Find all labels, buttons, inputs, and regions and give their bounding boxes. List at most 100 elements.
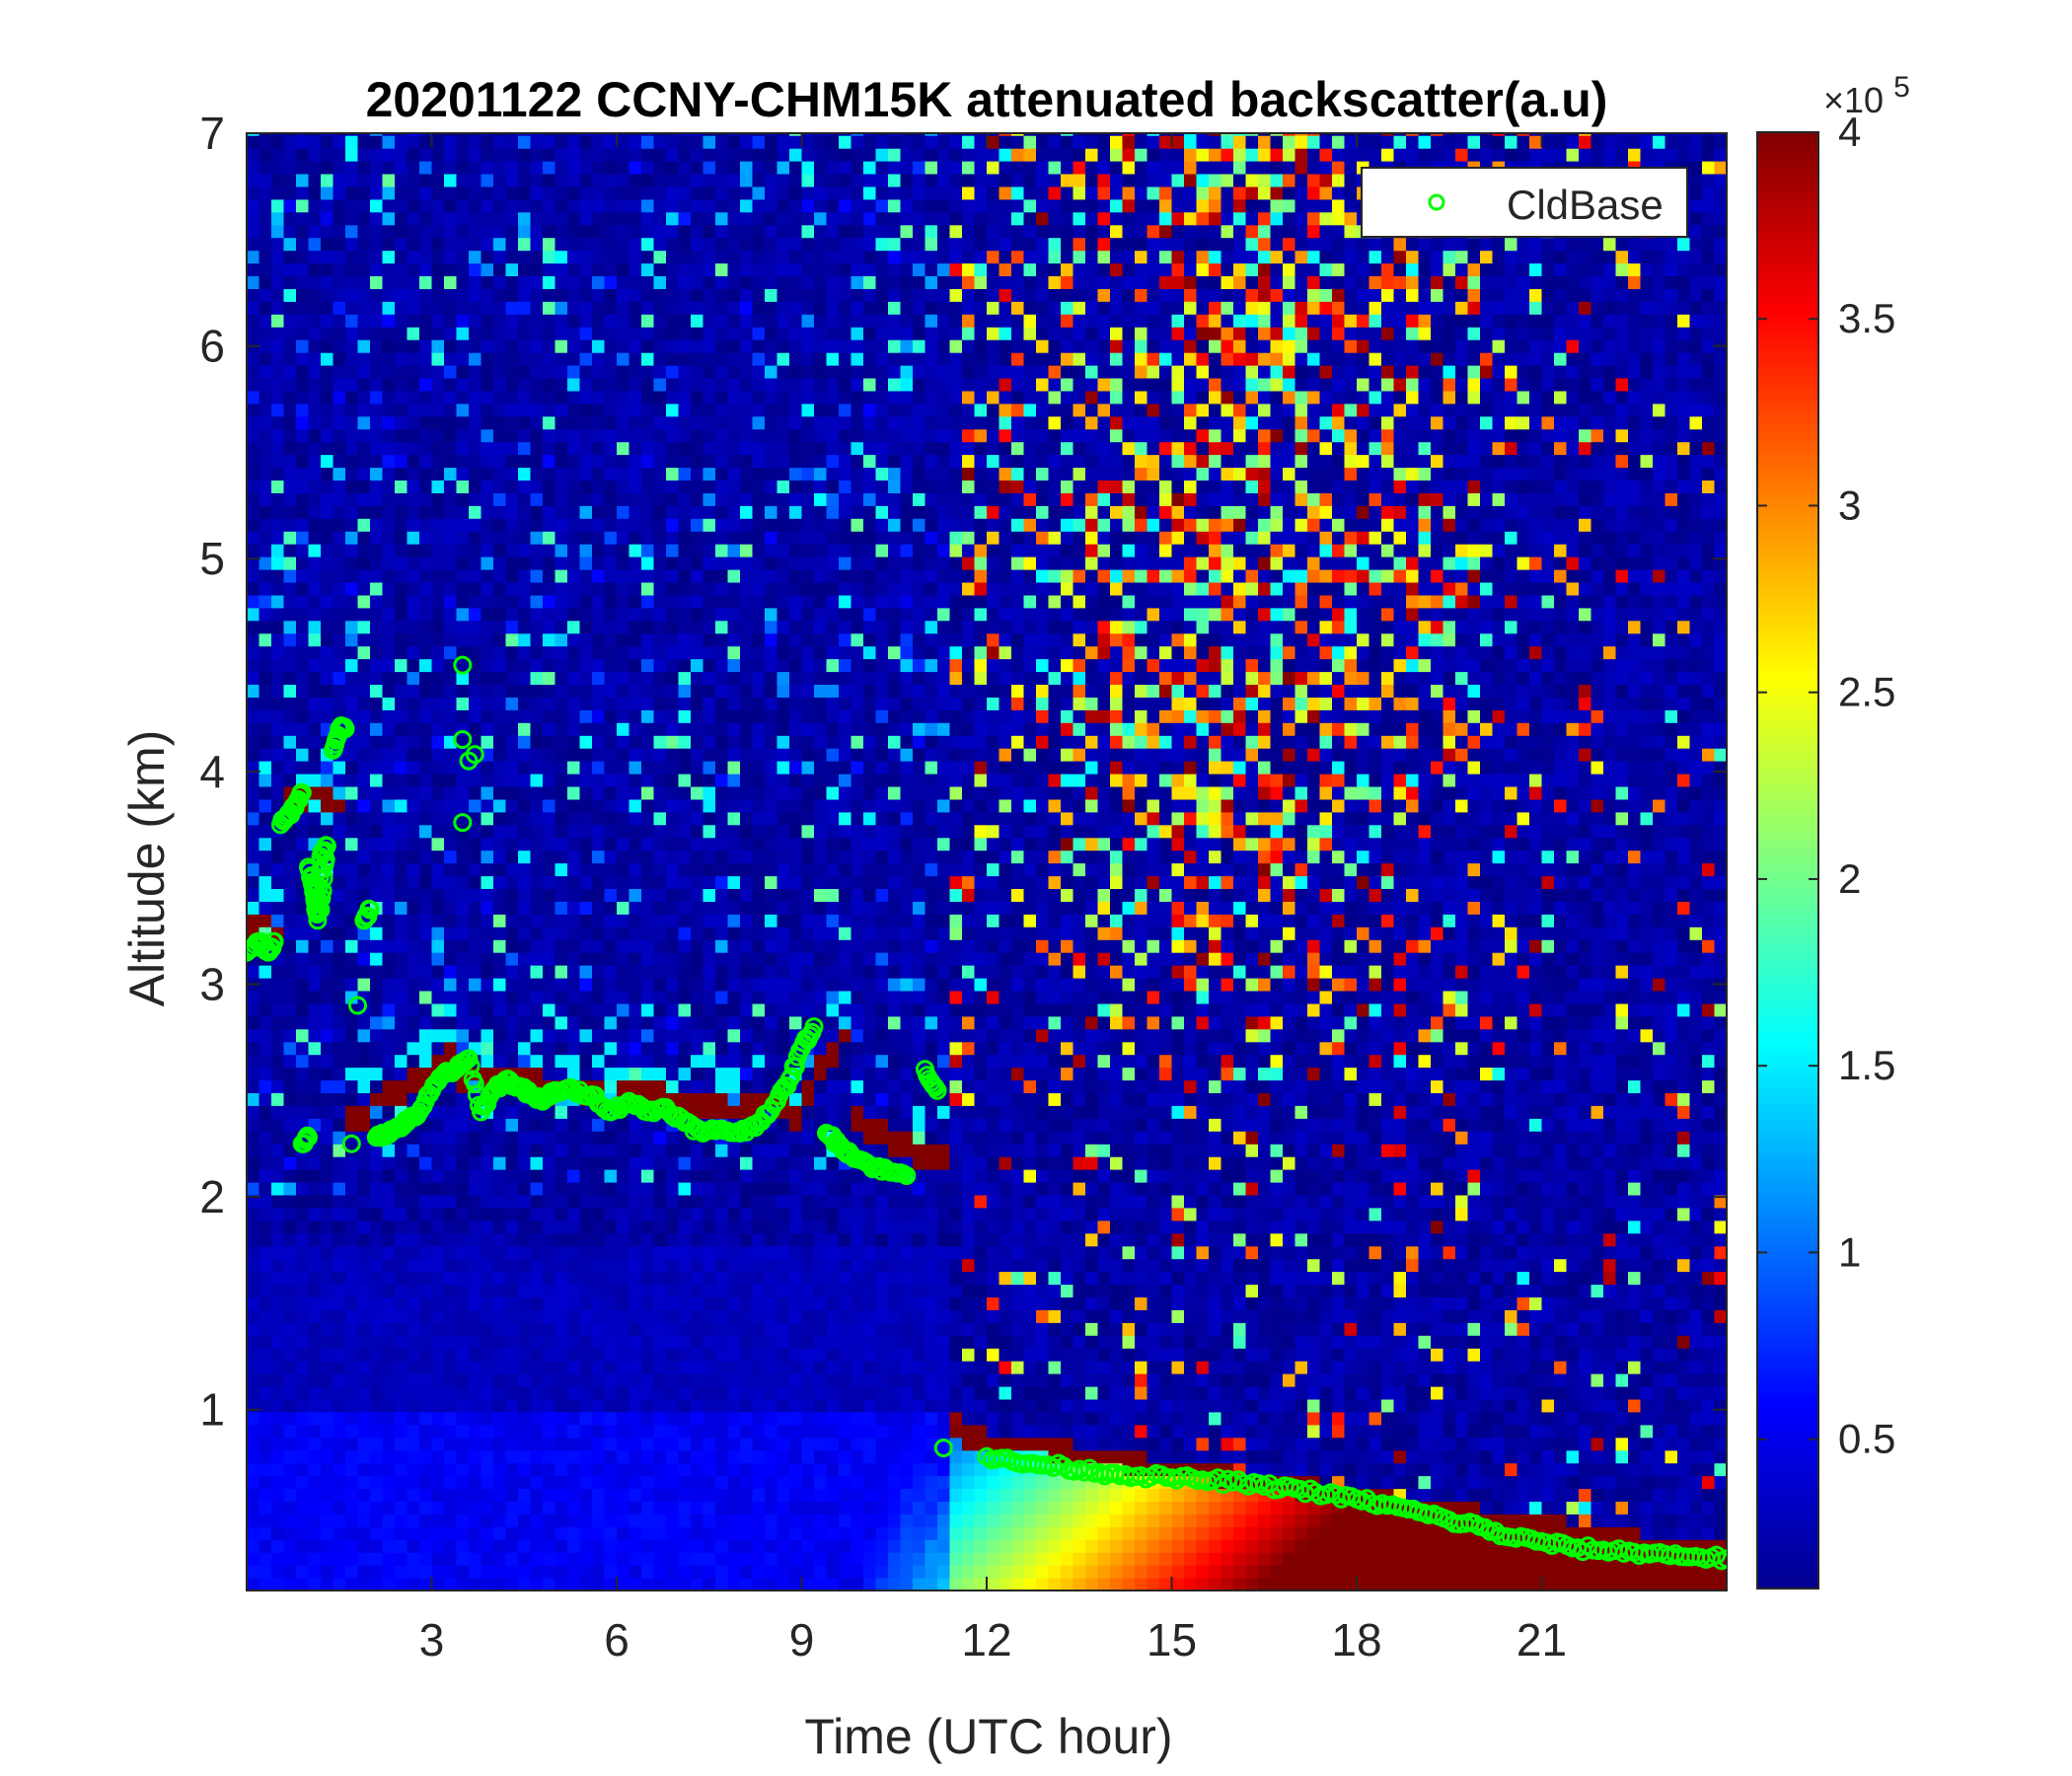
- heatmap-cell: [678, 1271, 692, 1286]
- heatmap-cell: [321, 378, 334, 392]
- heatmap-cell: [357, 1194, 371, 1209]
- heatmap-cell: [715, 875, 729, 889]
- heatmap-cell: [431, 1169, 445, 1183]
- heatmap-cell: [678, 174, 692, 187]
- heatmap-cell: [666, 1552, 680, 1566]
- heatmap-cell: [543, 1207, 556, 1221]
- heatmap-cell: [431, 569, 445, 583]
- heatmap-cell: [740, 914, 754, 927]
- heatmap-cell: [444, 1207, 458, 1221]
- heatmap-cell: [271, 403, 285, 417]
- heatmap-cell: [321, 1131, 334, 1145]
- heatmap-cell: [653, 1437, 667, 1451]
- heatmap-cell: [617, 544, 630, 557]
- heatmap-cell: [543, 926, 556, 940]
- heatmap-cell: [493, 1437, 507, 1451]
- heatmap-cell: [740, 1156, 754, 1170]
- heatmap-cell: [345, 914, 359, 927]
- heatmap-cell: [678, 709, 692, 723]
- heatmap-cell: [604, 1335, 618, 1349]
- heatmap-cell: [765, 148, 778, 162]
- heatmap-cell: [752, 978, 766, 992]
- heatmap-cell: [765, 607, 778, 622]
- heatmap-cell: [247, 1296, 260, 1310]
- heatmap-cell: [333, 365, 346, 379]
- heatmap-cell: [431, 645, 445, 660]
- heatmap-cell: [505, 1335, 519, 1349]
- heatmap-cell: [283, 965, 297, 979]
- heatmap-cell: [740, 185, 754, 200]
- heatmap-cell: [469, 365, 482, 379]
- heatmap-cell: [579, 275, 593, 289]
- heatmap-cell: [727, 492, 741, 506]
- heatmap-cell: [419, 1144, 433, 1157]
- heatmap-cell: [555, 1015, 568, 1030]
- heatmap-cell: [653, 1565, 667, 1579]
- heatmap-cell: [419, 965, 433, 979]
- heatmap-cell: [543, 148, 556, 162]
- heatmap-cell: [641, 314, 655, 328]
- heatmap-cell: [370, 1002, 384, 1017]
- heatmap-cell: [296, 352, 310, 366]
- heatmap-cell: [395, 1207, 408, 1221]
- heatmap-cell: [419, 185, 433, 200]
- heatmap-cell: [395, 837, 408, 851]
- heatmap-cell: [493, 275, 507, 289]
- heatmap-cell: [370, 939, 384, 953]
- heatmap-cell: [481, 1309, 494, 1323]
- heatmap-cell: [505, 378, 519, 392]
- heatmap-cell: [678, 1501, 692, 1515]
- heatmap-cell: [715, 1067, 729, 1081]
- heatmap-cell: [641, 1067, 655, 1081]
- heatmap-cell: [592, 658, 606, 673]
- heatmap-cell: [629, 441, 642, 456]
- heatmap-cell: [431, 1015, 445, 1030]
- heatmap-cell: [765, 1335, 778, 1349]
- heatmap-cell: [395, 211, 408, 226]
- heatmap-cell: [641, 1258, 655, 1273]
- heatmap-cell: [481, 607, 494, 622]
- heatmap-cell: [283, 1475, 297, 1490]
- heatmap-cell: [395, 275, 408, 289]
- heatmap-cell: [271, 556, 285, 570]
- heatmap-cell: [641, 1194, 655, 1209]
- heatmap-cell: [752, 1296, 766, 1310]
- heatmap-cell: [505, 1309, 519, 1323]
- heatmap-cell: [543, 786, 556, 800]
- heatmap-cell: [419, 237, 433, 252]
- heatmap-cell: [271, 1386, 285, 1400]
- heatmap-cell: [370, 237, 384, 252]
- heatmap-cell: [456, 1207, 470, 1221]
- heatmap-cell: [765, 1245, 778, 1260]
- heatmap-cell: [715, 774, 729, 787]
- heatmap-cell: [469, 850, 482, 864]
- heatmap-cell: [567, 1552, 581, 1566]
- heatmap-cell: [444, 939, 458, 953]
- heatmap-cell: [333, 1028, 346, 1043]
- heatmap-cell: [653, 1296, 667, 1310]
- heatmap-cell: [604, 1041, 618, 1056]
- heatmap-cell: [456, 1335, 470, 1349]
- heatmap-cell: [395, 1169, 408, 1183]
- heatmap-cell: [481, 620, 494, 634]
- heatmap-cell: [555, 594, 568, 609]
- heatmap-cell: [493, 148, 507, 162]
- heatmap-cell: [444, 428, 458, 443]
- heatmap-cell: [530, 403, 544, 417]
- heatmap-cell: [296, 1041, 310, 1056]
- heatmap-cell: [345, 352, 359, 366]
- heatmap-cell: [296, 133, 310, 136]
- heatmap-cell: [419, 1156, 433, 1170]
- heatmap-cell: [321, 480, 334, 493]
- heatmap-cell: [592, 1232, 606, 1247]
- heatmap-cell: [604, 288, 618, 302]
- heatmap-cell: [617, 1449, 630, 1464]
- heatmap-cell: [493, 569, 507, 583]
- heatmap-cell: [740, 467, 754, 481]
- heatmap-cell: [555, 1182, 568, 1196]
- heatmap-cell: [543, 837, 556, 851]
- heatmap-cell: [765, 761, 778, 775]
- heatmap-cell: [296, 198, 310, 213]
- heatmap-cell: [481, 185, 494, 200]
- heatmap-cell: [715, 1526, 729, 1540]
